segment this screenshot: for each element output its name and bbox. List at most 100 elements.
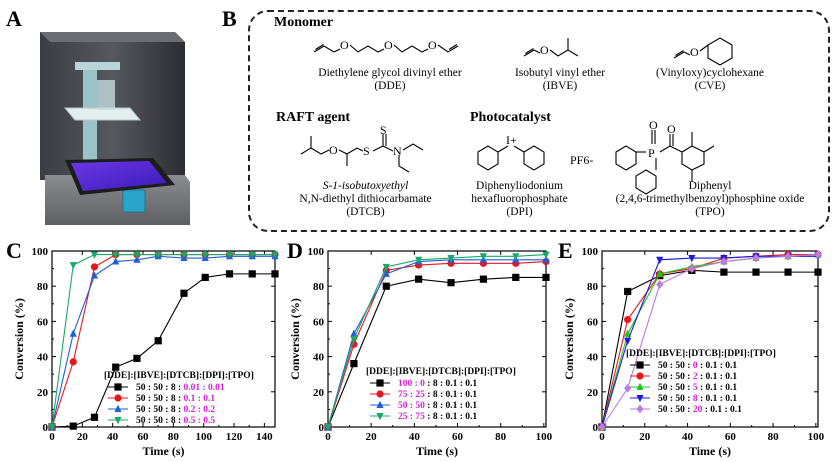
chart-e-legend-entry-4: 50 : 50 : 8 : 0.1 : 0.1 — [658, 394, 737, 404]
dpi-name-2: hexafluorophosphate — [471, 193, 568, 205]
chart-d-legend-marker — [376, 390, 384, 398]
chart-e-series-4-point — [656, 256, 664, 264]
chart-d-series-4-point — [447, 255, 455, 263]
chart-e-series-1-point — [752, 268, 760, 276]
chart-d-xtick-label: 20 — [366, 431, 378, 443]
chart-c-series-1-point — [248, 270, 256, 278]
chart-c-legend-entry-2: 50 : 50 : 8 : 0.1 : 0.1 — [136, 394, 215, 404]
dtcb-structure: O S S N — [300, 124, 424, 173]
chart-d-legend-title: [DDE]:[IBVE]:[DTCB]:[DPI]:[TPO] — [366, 367, 516, 377]
chart-d-series-1-point — [542, 273, 550, 281]
chart-d-series-4-point — [350, 336, 358, 344]
chart-e-series-2-line — [601, 253, 818, 428]
chart-d-series-1-point — [447, 279, 455, 287]
dpi-structure: I+ PF6- — [477, 133, 593, 171]
chart-d-series-4-point — [324, 424, 332, 432]
chart-e-legend-marker — [636, 372, 644, 380]
dpi-counter-ion: PF6- — [570, 153, 593, 167]
chart-e-xtick-label: 60 — [725, 431, 737, 443]
dde-abbr: (DDE) — [374, 80, 406, 92]
chart-e-legend-marker — [636, 361, 644, 369]
dde-oxygen-1: O — [340, 38, 349, 52]
chart-c: 0 20 40 60 80 100 120 140 0 20 40 60 80 100 Time (s) Co… — [12, 246, 279, 458]
chart-c-series-4 — [48, 251, 279, 432]
chart-d-series-1-point — [350, 360, 358, 368]
chart-c-series-4-point — [90, 251, 99, 259]
chart-c-series-1-point — [201, 273, 209, 281]
dpi-label: Diphenyliodonium hexafluorophosphate (DP… — [462, 180, 577, 219]
chart-c-ylabel: Conversion (%) — [12, 298, 26, 380]
cve-label: (Vinyloxy)cyclohexane (CVE) — [640, 67, 780, 93]
chart-c-legend-marker — [114, 404, 122, 412]
chart-d-series-1-point — [382, 282, 390, 290]
chart-d-legend-entry-4: 25 : 75 : 8 : 0.1 : 0.1 — [398, 412, 477, 422]
chart-e-series-1-point — [720, 268, 728, 276]
chart-e-series-2-point — [624, 316, 632, 324]
dde-label: Diethylene glycol divinyl ether (DDE) — [300, 67, 480, 93]
chart-c-xlabel: Time (s) — [142, 444, 184, 458]
chart-e-series-1-point — [784, 268, 792, 276]
chart-d-legend-marker — [376, 400, 384, 408]
chart-c-legend-entry-1: 50 : 50 : 8 : 0.01 : 0.01 — [136, 383, 225, 393]
chart-c-series-1-point — [133, 354, 141, 362]
chart-c-series-4-point — [225, 251, 234, 259]
chart-e-xtick-label: 80 — [768, 431, 780, 443]
chart-d-series-4-point — [512, 253, 520, 261]
chart-e-series-5-point — [752, 253, 760, 263]
chart-c-xtick-label: 120 — [226, 431, 243, 443]
chart-c-xtick-label: 80 — [168, 431, 180, 443]
chart-c-series-1-point — [180, 289, 188, 297]
chart-d-legend-entry-1: 100 : 0 : 8 : 0.1 : 0.1 — [398, 379, 477, 389]
chart-c-series-4-point — [201, 251, 209, 259]
chart-e-series-4-point — [688, 255, 696, 263]
chart-d-legend: [DDE]:[IBVE]:[DTCB]:[DPI]:[TPO] 100 : 0 :… — [366, 367, 516, 422]
dpi-iodonium: I+ — [506, 133, 517, 147]
chart-c-series-3-point — [90, 271, 99, 279]
chart-c-series-1-point — [112, 363, 120, 371]
chart-e-legend-marker — [636, 395, 644, 403]
chart-e-xtick-label: 40 — [682, 431, 694, 443]
chart-d-legend-marker — [376, 413, 384, 421]
chart-d-series-2-line — [327, 261, 547, 428]
dtcb-abbr: (DTCB) — [346, 206, 385, 218]
chart-d-legend-entry-3: 50 : 50 : 8 : 0.1 : 0.1 — [398, 401, 477, 411]
chart-d-series-4-point — [542, 251, 550, 259]
ibve-name: Isobutyl vinyl ether — [514, 67, 606, 79]
chart-d-xtick-label: 60 — [452, 431, 464, 443]
ibve-oxygen: O — [540, 43, 549, 57]
printer-build-arm — [63, 62, 142, 165]
chart-c-legend-entry-4: 50 : 50 : 8 : 0.5 : 0.5 — [136, 416, 215, 426]
raft-agent-heading: RAFT agent — [276, 110, 351, 125]
chart-c-ytick-label: 40 — [37, 352, 49, 364]
panel-label-c: C — [6, 238, 22, 263]
chart-d-series-4-line — [327, 253, 547, 428]
chart-e-series-3-point — [656, 269, 664, 277]
tpo-oxygen-p: O — [649, 118, 658, 132]
tpo-abbr: (TPO) — [695, 206, 725, 218]
chart-c-ytick-label: 100 — [32, 246, 49, 258]
cve-name: (Vinyloxy)cyclohexane — [656, 67, 764, 79]
chart-c-xtick-label: 100 — [195, 431, 212, 443]
chart-d-xtick-label: 80 — [495, 431, 507, 443]
chart-d-series-3-point — [542, 255, 550, 263]
panel-label-d: D — [287, 238, 303, 263]
chart-d-series-1-line — [327, 276, 546, 428]
dde-structure: O O O — [313, 38, 459, 53]
chart-e-legend-title: [DDE]:[IBVE]:[DTCB]:[DPI]:[TPO] — [626, 349, 776, 359]
chart-d-series-4-point — [479, 253, 488, 261]
chart-d-series-4-point — [415, 256, 423, 264]
dpi-abbr: (DPI) — [506, 206, 533, 218]
chart-e-ytick-label: 0 — [593, 422, 599, 434]
chart-c-legend-entry-3: 50 : 50 : 8 : 0.2 : 0.2 — [136, 405, 215, 415]
dtcb-name-1: S-1-isobutoxyethyl — [322, 180, 409, 192]
chart-c-ytick-label: 0 — [43, 422, 49, 434]
chart-e-series-5-point — [688, 264, 696, 273]
chart-c-series-3-point — [133, 255, 141, 263]
chart-c-series-4-point — [112, 251, 120, 259]
chart-e-xtick-label: 0 — [599, 431, 605, 443]
chart-c-legend: [DDE]:[IBVE]:[DTCB]:[DPI]:[TPO] 50 : 50 :… — [104, 371, 254, 426]
tpo-oxygen-c: O — [667, 122, 676, 136]
chart-e-ytick-label: 60 — [587, 316, 599, 328]
chart-e-series-5-line — [601, 253, 819, 428]
chart-c-series-4-point — [180, 251, 188, 259]
